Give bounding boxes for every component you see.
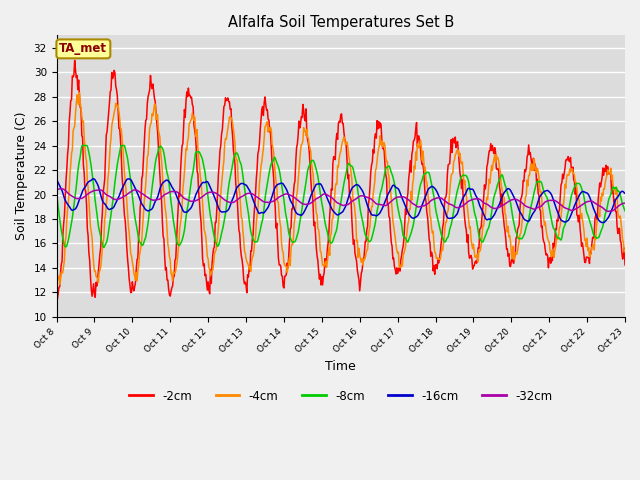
- Text: TA_met: TA_met: [60, 42, 108, 55]
- X-axis label: Time: Time: [325, 360, 356, 373]
- Legend: -2cm, -4cm, -8cm, -16cm, -32cm: -2cm, -4cm, -8cm, -16cm, -32cm: [124, 385, 557, 407]
- Title: Alfalfa Soil Temperatures Set B: Alfalfa Soil Temperatures Set B: [228, 15, 454, 30]
- Y-axis label: Soil Temperature (C): Soil Temperature (C): [15, 112, 28, 240]
